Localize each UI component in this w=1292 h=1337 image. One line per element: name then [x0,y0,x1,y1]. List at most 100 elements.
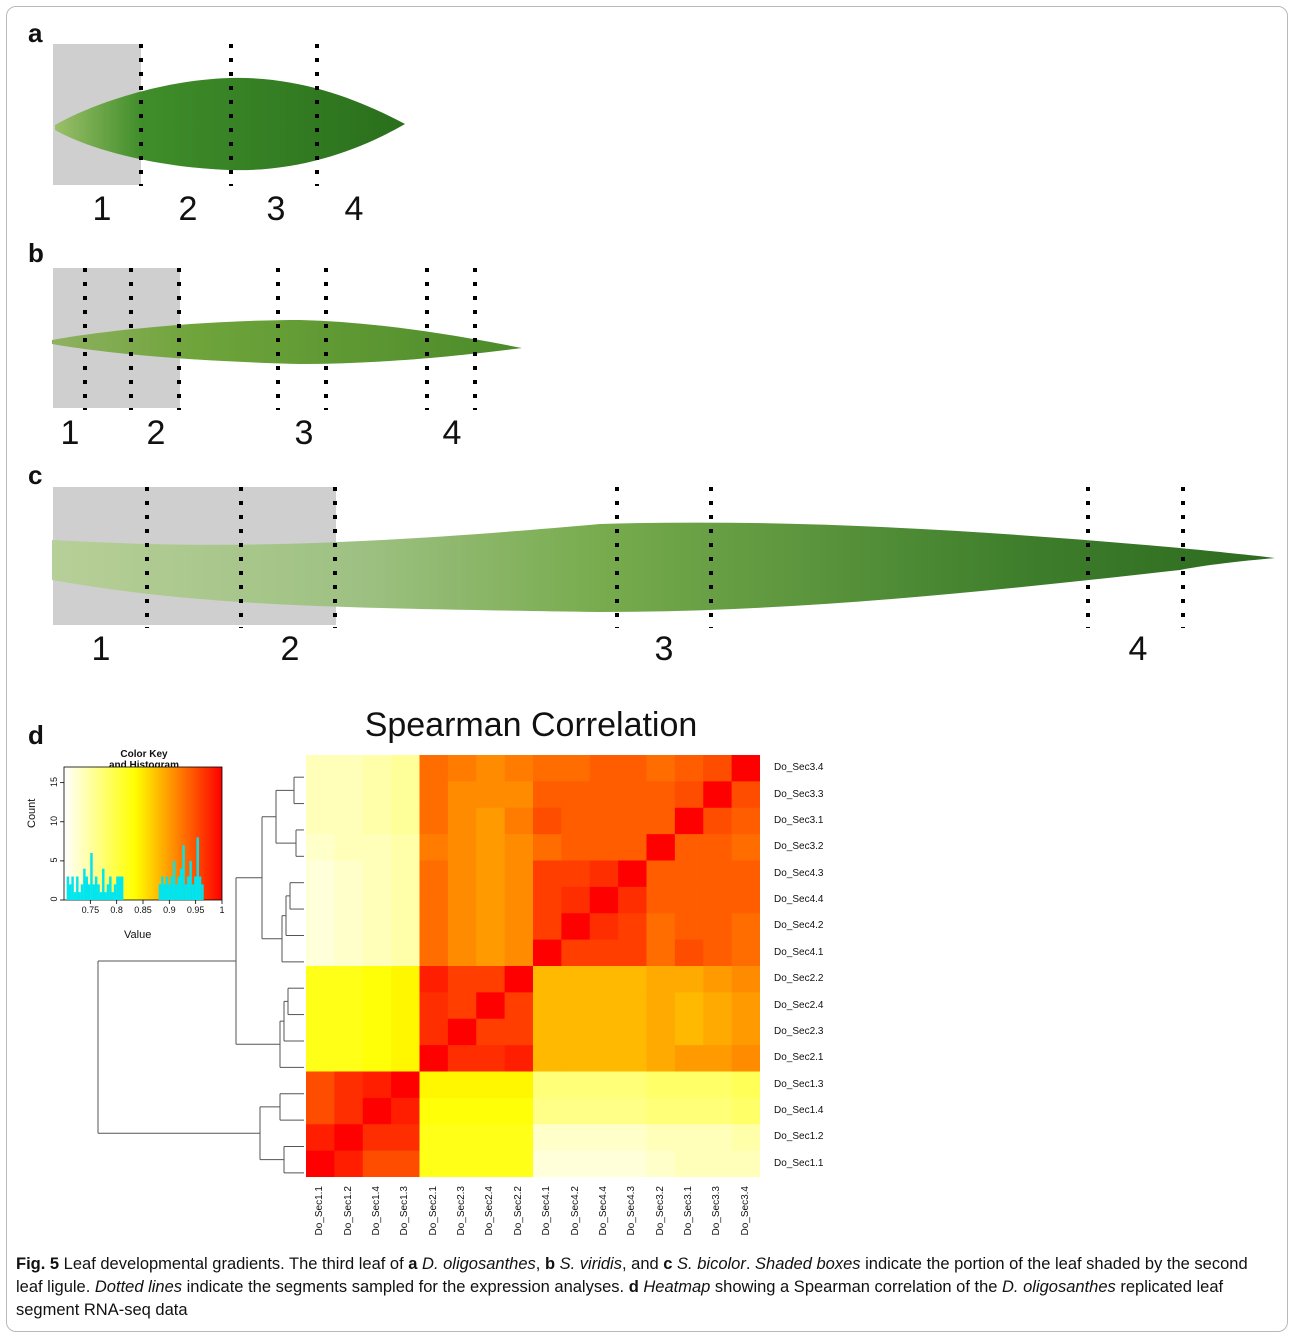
heatmap-title: Spearman Correlation [364,706,698,744]
heatmap-cell [391,860,420,888]
histogram-bar [161,876,164,900]
histogram-bar [78,892,81,900]
panel-letter-b: b [28,238,44,268]
color-key-x-tick: 0.8 [110,905,123,915]
heatmap-cell [561,834,591,861]
histogram-bar [104,892,107,900]
heatmap-cell [391,886,420,914]
heatmap-cell [561,1097,591,1125]
caption-c: c [663,1255,673,1273]
heatmap-row-label: Do_Sec1.2 [774,1131,824,1143]
heatmap-cell [362,966,392,993]
caption-heatmap-word: Heatmap [643,1278,711,1296]
heatmap-cell [447,755,477,782]
heatmap-cell [646,939,676,967]
heatmap-cell [533,1045,562,1072]
heatmap-cell [504,1097,534,1125]
heatmap-cell [646,1045,676,1072]
heatmap-col-label: Do_Sec1.1 [314,1186,326,1236]
caption-sep-3: . [745,1255,756,1273]
heatmap-cell [646,886,676,914]
heatmap-cell [447,886,477,914]
heatmap-cell [362,992,392,1020]
heatmap-cell [306,939,335,967]
heatmap-cell [618,860,647,888]
histogram-bar [97,884,100,900]
heatmap-cell [703,807,733,835]
histogram-bar [182,845,185,900]
heatmap-cell [362,1071,392,1099]
heatmap-cell [731,807,760,835]
heatmap-row-label: Do_Sec1.4 [774,1105,824,1117]
heatmap-cell [731,1097,760,1125]
caption-shaded: Shaded boxes [755,1255,861,1273]
heatmap-cell [646,807,676,835]
heatmap-cell [703,1071,733,1099]
heatmap-cell [703,1124,733,1152]
heatmap-cell [703,781,733,809]
heatmap-cell [476,834,506,861]
heatmap-cell [306,1150,335,1177]
color-key-histogram [60,766,223,904]
heatmap-row-label: Do_Sec3.1 [774,814,824,826]
color-key-x-tick: 0.95 [186,905,205,915]
caption-species-a: D. oligosanthes [417,1255,536,1273]
heatmap-cell [306,886,335,914]
heatmap-row-label: Do_Sec4.1 [774,946,824,958]
heatmap-cell [391,913,420,941]
heatmap-cell [306,781,335,809]
heatmap-col-label: Do_Sec1.4 [370,1186,382,1236]
heatmap-cell [589,1124,619,1152]
heatmap-cell [419,755,449,782]
heatmap-cell [731,755,760,782]
heatmap-col-label: Do_Sec3.2 [654,1186,666,1236]
histogram-bar [87,884,91,900]
heatmap-cell [391,1045,420,1072]
heatmap-cell [504,992,534,1020]
heatmap-cell [504,1018,534,1046]
heatmap-cell [731,886,760,914]
heatmap-cell [646,860,676,888]
heatmap-cell [504,1150,534,1177]
heatmap-cell [618,781,647,809]
heatmap-col-label: Do_Sec1.3 [399,1186,411,1236]
histogram-bar [165,876,169,900]
segment-label-b1: 1 [60,414,80,452]
heatmap-cell [419,1124,449,1152]
heatmap-cell [447,834,477,861]
heatmap-cell [476,886,506,914]
heatmap-cell [674,1150,704,1177]
heatmap-cell [476,1124,506,1152]
heatmap-cell [646,1018,676,1046]
heatmap-cell [618,1150,647,1177]
segment-label-c4: 4 [1128,630,1148,668]
heatmap-grid [306,755,760,1177]
heatmap-col-label: Do_Sec4.3 [626,1186,638,1236]
leaf-c [52,522,1275,612]
heatmap-col-label: Do_Sec1.2 [342,1186,354,1236]
heatmap-cell [589,913,619,941]
heatmap-cell [731,834,760,861]
heatmap-cell [618,807,647,835]
heatmap-cell [334,939,364,967]
heatmap-cell [533,939,562,967]
heatmap-cell [561,755,591,782]
color-key-x-tick: 0.9 [163,905,176,915]
heatmap-cell [476,807,506,835]
histogram-bar [163,884,166,900]
segment-label-c1: 1 [91,630,111,668]
color-key-title-line2: and Histogram [108,760,179,771]
histogram-bar [66,876,70,900]
heatmap-row-label: Do_Sec2.3 [774,1025,824,1037]
heatmap-cell [703,1045,733,1072]
color-key-title: Color Key and Histogram [64,749,224,771]
heatmap-cell [646,781,676,809]
heatmap-cell [476,939,506,967]
heatmap-cell [362,781,392,809]
heatmap-cell [618,886,647,914]
heatmap-cell [731,966,760,993]
heatmap-cell [731,1045,760,1072]
histogram-bar [198,876,202,900]
heatmap-cell [362,834,392,861]
heatmap-cell [533,1018,562,1046]
